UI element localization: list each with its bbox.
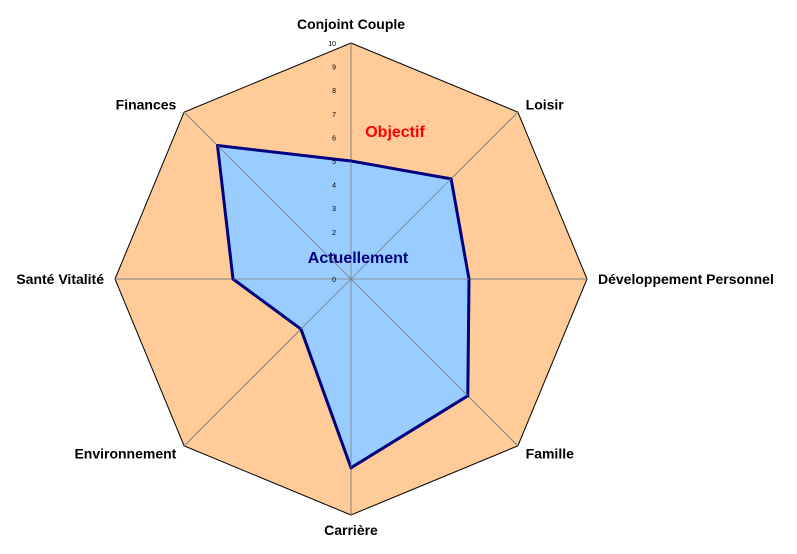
category-label: Développement Personnel — [598, 271, 774, 287]
category-label: Finances — [116, 96, 177, 112]
tick-label: 3 — [332, 206, 336, 213]
series-label-actuellement: Actuellement — [308, 250, 409, 267]
tick-label: 9 — [332, 65, 336, 72]
category-label: Carrière — [324, 522, 378, 538]
tick-label: 6 — [332, 135, 336, 142]
category-label: Famille — [526, 446, 574, 462]
spoke-line-inner — [300, 278, 352, 330]
tick-label: 7 — [332, 112, 336, 119]
spoke-line-inner — [350, 178, 452, 280]
spoke-line-inner — [350, 278, 469, 397]
tick-label: 5 — [332, 159, 336, 166]
tick-label: 10 — [328, 41, 336, 48]
category-label: Environnement — [74, 446, 176, 462]
tick-label: 8 — [332, 88, 336, 95]
series-label-objectif: Objectif — [365, 124, 425, 141]
category-label: Loisir — [526, 96, 565, 112]
tick-label: 2 — [332, 230, 336, 237]
category-labels: Conjoint Couple Loisir Développement Perso… — [16, 16, 774, 538]
spoke-line-inner — [217, 145, 352, 280]
tick-label: 1 — [332, 253, 336, 260]
tick-label: 0 — [332, 277, 336, 284]
tick-label: 4 — [332, 183, 336, 190]
category-label: Santé Vitalité — [16, 271, 104, 287]
actuellement-area-layer — [215, 143, 471, 470]
tick-labels: 0 1 2 3 4 5 6 7 8 9 10 — [328, 41, 336, 284]
category-label: Conjoint Couple — [297, 16, 405, 32]
